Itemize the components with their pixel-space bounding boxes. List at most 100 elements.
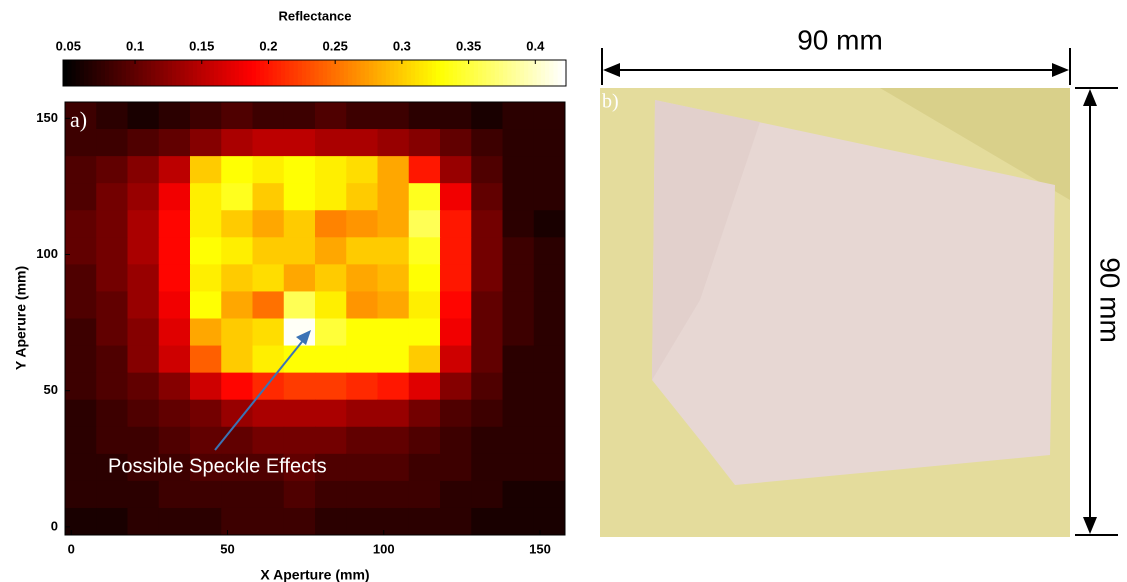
heatmap-cell bbox=[346, 129, 378, 157]
colorbar-tick-label: 0.3 bbox=[393, 38, 411, 53]
heatmap-cell bbox=[502, 318, 535, 347]
colorbar-swatch bbox=[192, 60, 198, 86]
heatmap-cell bbox=[315, 129, 347, 157]
colorbar-swatch bbox=[415, 60, 420, 86]
annotation: Possible Speckle Effects bbox=[108, 455, 327, 477]
colorbar-swatch bbox=[352, 60, 358, 86]
heatmap-cell bbox=[346, 264, 378, 292]
heatmap-cell bbox=[127, 210, 160, 238]
x-tick-label: 0 bbox=[68, 541, 75, 556]
heatmap-cell bbox=[65, 318, 97, 347]
heatmap-cell bbox=[440, 480, 472, 509]
colorbar-swatch bbox=[255, 60, 261, 86]
heatmap-cell bbox=[502, 129, 535, 157]
heatmap-cell bbox=[96, 318, 128, 347]
colorbar-swatch bbox=[285, 60, 290, 86]
colorbar-swatch bbox=[381, 60, 387, 86]
heatmap-cell bbox=[315, 426, 347, 455]
heatmap-cell bbox=[158, 372, 191, 401]
heatmap-cell bbox=[190, 156, 222, 184]
heatmap-cell bbox=[533, 264, 566, 292]
colorbar-swatch bbox=[452, 60, 458, 86]
heatmap-cell bbox=[440, 318, 472, 347]
heatmap-cell bbox=[221, 507, 253, 536]
heatmap-cell bbox=[408, 507, 441, 536]
colorbar-swatch bbox=[176, 60, 181, 86]
heatmap-cell bbox=[377, 129, 410, 157]
heatmap-cell bbox=[377, 156, 410, 184]
colorbar-swatch bbox=[360, 60, 366, 86]
heatmap-cell bbox=[96, 426, 128, 455]
heatmap-cell bbox=[471, 507, 503, 536]
heatmap-cell bbox=[533, 183, 566, 211]
heatmap-cell bbox=[127, 102, 160, 130]
heatmap-cell bbox=[346, 399, 378, 428]
heatmap-cell bbox=[502, 102, 535, 130]
heatmap-cell bbox=[471, 129, 503, 157]
heatmap-cell bbox=[252, 210, 285, 238]
heatmap-cell bbox=[533, 507, 566, 536]
colorbar-swatch bbox=[188, 60, 194, 86]
heatmap-cell bbox=[408, 291, 441, 319]
heatmap-cell bbox=[190, 399, 222, 428]
heatmap-cell bbox=[190, 426, 222, 455]
colorbar-swatch bbox=[348, 60, 353, 86]
heatmap-cell bbox=[471, 102, 503, 130]
heatmap-cell bbox=[502, 372, 535, 401]
colorbar-tick-label: 0.25 bbox=[323, 38, 348, 53]
colorbar-swatch bbox=[280, 60, 286, 86]
heatmap-cell bbox=[346, 237, 378, 265]
colorbar-swatch bbox=[322, 60, 328, 86]
heatmap-cell bbox=[158, 453, 191, 482]
heatmap-cell bbox=[158, 318, 191, 347]
colorbar-swatch bbox=[239, 60, 244, 86]
colorbar-swatch bbox=[398, 60, 404, 86]
colorbar-swatch bbox=[88, 60, 93, 86]
heatmap-cell bbox=[283, 426, 316, 455]
colorbar-swatch bbox=[423, 60, 429, 86]
heatmap-cell bbox=[377, 264, 410, 292]
colorbar-swatch bbox=[477, 60, 483, 86]
colorbar-swatch bbox=[524, 60, 529, 86]
heatmap-cell bbox=[283, 102, 316, 130]
y-tick-label: 100 bbox=[36, 246, 58, 261]
heatmap-cell bbox=[502, 345, 535, 374]
heatmap-cell bbox=[315, 291, 347, 319]
colorbar-tick-label: 0.05 bbox=[56, 38, 81, 53]
heatmap-cell bbox=[65, 129, 97, 157]
colorbar-swatch bbox=[406, 60, 412, 86]
heatmap-cell bbox=[252, 345, 285, 374]
heatmap-cell bbox=[158, 480, 191, 509]
heatmap-cell bbox=[502, 399, 535, 428]
colorbar-swatch bbox=[293, 60, 299, 86]
heatmap-cell bbox=[190, 264, 222, 292]
colorbar-swatch bbox=[519, 60, 525, 86]
heatmap-cell bbox=[96, 399, 128, 428]
heatmap-cell bbox=[471, 156, 503, 184]
heatmap-cell bbox=[408, 426, 441, 455]
heatmap-cell bbox=[502, 237, 535, 265]
colorbar-swatch bbox=[553, 60, 559, 86]
heatmap-cell bbox=[96, 183, 128, 211]
heatmap-cell bbox=[190, 372, 222, 401]
heatmap-cell bbox=[221, 372, 253, 401]
colorbar-swatch bbox=[121, 60, 127, 86]
heatmap-cell bbox=[221, 453, 253, 482]
heatmap-cell bbox=[96, 372, 128, 401]
heatmap-cell bbox=[96, 480, 128, 509]
colorbar-swatch bbox=[83, 60, 89, 86]
colorbar-swatch bbox=[373, 60, 378, 86]
heatmap-cell bbox=[65, 210, 97, 238]
heatmap-cell bbox=[96, 453, 128, 482]
colorbar-swatch bbox=[306, 60, 311, 86]
colorbar-swatch bbox=[301, 60, 307, 86]
heatmap-cell bbox=[440, 156, 472, 184]
heatmap-cell bbox=[502, 507, 535, 536]
colorbar-swatch bbox=[92, 60, 98, 86]
heatmap-cell bbox=[440, 453, 472, 482]
colorbar-swatch bbox=[402, 60, 408, 86]
heatmap-cell bbox=[502, 291, 535, 319]
heatmap-cell bbox=[252, 156, 285, 184]
heatmap-cell bbox=[96, 237, 128, 265]
